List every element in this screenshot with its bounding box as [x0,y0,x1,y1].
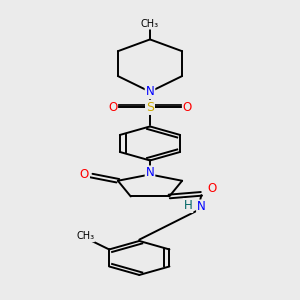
Text: O: O [108,101,117,114]
Text: N: N [197,200,206,213]
Text: S: S [146,101,154,114]
Text: N: N [146,167,154,179]
Text: O: O [183,101,192,114]
Text: CH₃: CH₃ [76,231,94,242]
Text: N: N [146,85,154,98]
Text: CH₃: CH₃ [141,19,159,29]
Text: O: O [208,182,217,195]
Text: O: O [80,168,89,181]
Text: H: H [184,199,192,212]
